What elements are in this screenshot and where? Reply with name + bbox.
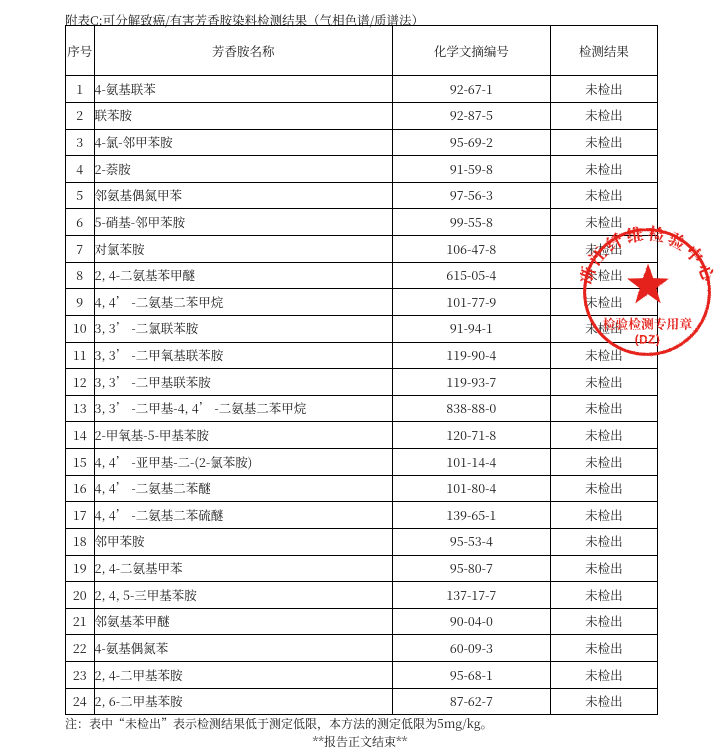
svg-text:(DZ): (DZ) — [635, 334, 661, 347]
svg-text:检验检测专用章: 检验检测专用章 — [603, 314, 693, 332]
